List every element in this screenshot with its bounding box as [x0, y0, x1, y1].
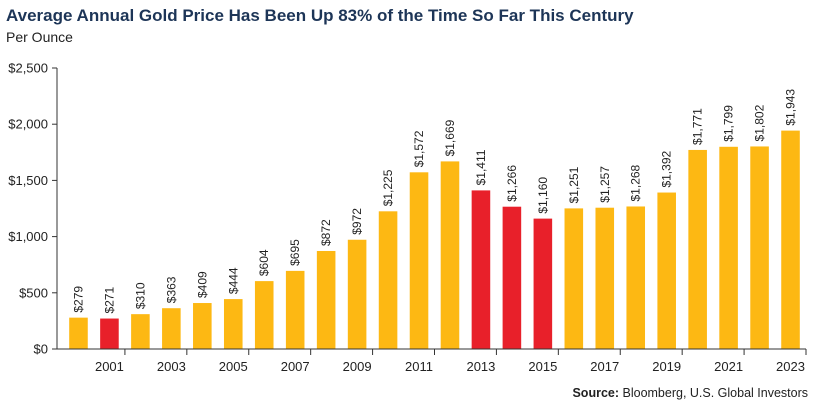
bar-data-label: $1,251 [567, 166, 581, 203]
bar-data-label: $1,771 [691, 108, 705, 145]
bar [347, 239, 367, 349]
chart-subtitle: Per Ounce [6, 29, 73, 45]
bar-data-label: $409 [195, 271, 209, 298]
bar [378, 211, 398, 349]
bar-data-label: $604 [257, 249, 271, 276]
bar [254, 281, 274, 349]
bar-data-label: $1,257 [598, 166, 612, 203]
bar [471, 190, 491, 349]
bar [193, 303, 212, 349]
bar-data-label: $310 [133, 282, 147, 309]
bar [719, 146, 738, 349]
bar [657, 192, 676, 349]
x-tick-label: 2005 [219, 359, 248, 374]
bar [131, 314, 150, 349]
bar [409, 172, 429, 349]
bar-data-label: $1,799 [722, 105, 736, 142]
x-tick-label: 2013 [466, 359, 495, 374]
y-tick-label: $2,000 [8, 117, 48, 132]
bar-data-label: $1,943 [784, 89, 798, 126]
bar [688, 149, 707, 349]
x-axis: 2001 2003 2005 2007 2009 2011 2013 2015 2017 2019… [57, 348, 807, 374]
y-tick-label: $500 [19, 285, 48, 300]
bar-data-label: $1,266 [505, 165, 519, 202]
chart-title: Average Annual Gold Price Has Been Up 83… [6, 6, 634, 25]
x-tick-label: 2019 [652, 359, 681, 374]
bar-data-label: $1,411 [474, 149, 488, 185]
bars [69, 130, 800, 349]
x-tick-label: 2021 [714, 359, 743, 374]
bar-data-label: $1,802 [753, 104, 767, 141]
source-note: Source: Bloomberg, U.S. Global Investors [572, 386, 808, 400]
bar-data-label: $279 [71, 286, 85, 313]
bar [223, 299, 243, 349]
bar [781, 130, 800, 349]
y-tick-label: $2,500 [8, 61, 48, 76]
bar-data-label: $872 [319, 219, 333, 246]
y-axis: $0 $500 $1,000 $1,500 $2,000 $2,500 [8, 61, 58, 357]
bar [100, 318, 119, 349]
bar [626, 206, 646, 349]
bar [285, 270, 305, 349]
y-tick-label: $1,000 [8, 229, 48, 244]
bar-data-label: $1,225 [381, 169, 395, 206]
x-tick-label: 2011 [405, 359, 433, 374]
bar-data-label: $444 [226, 267, 240, 294]
x-tick-label: 2023 [776, 359, 805, 374]
x-tick-label: 2001 [95, 359, 124, 374]
y-tick-label: $0 [34, 342, 48, 357]
bar [564, 208, 584, 349]
bar [316, 250, 336, 349]
x-tick-label: 2017 [590, 359, 619, 374]
bar-data-label: $1,572 [412, 130, 426, 167]
bar [595, 207, 615, 349]
bar-data-label: $1,669 [443, 119, 457, 156]
bar [533, 218, 553, 349]
bar [750, 146, 769, 349]
x-tick-label: 2007 [281, 359, 310, 374]
source-label: Source: [572, 386, 620, 400]
bar-data-label: $271 [102, 287, 116, 314]
source-text: Bloomberg, U.S. Global Investors [622, 386, 809, 400]
bar-data-label: $1,392 [660, 151, 674, 188]
x-tick-label: 2009 [343, 359, 372, 374]
bar-data-label: $695 [288, 239, 302, 266]
x-tick-label: 2015 [528, 359, 557, 374]
bar-data-label: $363 [164, 276, 178, 303]
y-tick-label: $1,500 [8, 173, 48, 188]
bar [440, 161, 460, 349]
data-labels: $279 $271 $310 $363 $409 $444 $604 $695 $872 $972… [71, 89, 797, 314]
bar [502, 206, 522, 349]
bar-data-label: $1,268 [629, 164, 643, 201]
bar [69, 317, 88, 349]
bar-data-label: $972 [350, 208, 364, 235]
x-tick-label: 2003 [157, 359, 186, 374]
bar-data-label: $1,160 [536, 177, 550, 214]
bar [162, 308, 181, 349]
